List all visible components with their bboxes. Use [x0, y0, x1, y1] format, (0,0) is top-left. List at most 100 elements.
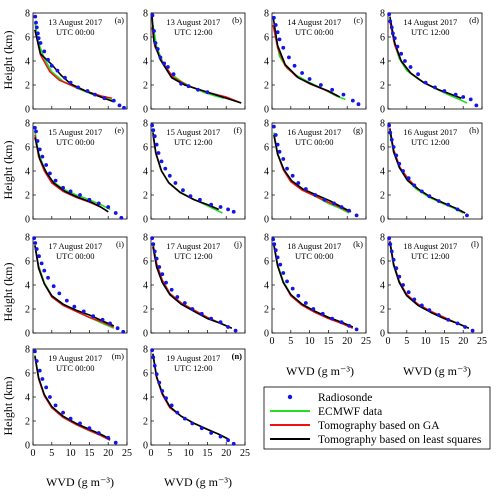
y-tick-label: 6: [25, 143, 30, 154]
radiosonde-point: [446, 202, 451, 207]
radiosonde-point: [416, 72, 420, 77]
x-tick-label: 15: [323, 336, 333, 347]
radiosonde-point: [87, 426, 92, 431]
x-tick-label: 20: [221, 448, 231, 459]
radiosonde-point: [231, 441, 236, 446]
panel-time: UTC 00:00: [56, 251, 95, 261]
radiosonde-point: [151, 355, 156, 360]
radiosonde-point: [40, 377, 45, 381]
radiosonde-point: [87, 197, 92, 202]
radiosonde-point: [179, 81, 183, 86]
radiosonde-point: [157, 380, 162, 385]
y-axis-label-row-4: Height (km): [1, 377, 15, 436]
radiosonde-point: [32, 125, 37, 130]
y-tick-label: 4: [25, 167, 30, 178]
series-line-lsq: [34, 29, 115, 103]
series-line-lsq: [152, 132, 220, 211]
y-tick-label: 4: [380, 167, 385, 178]
radiosonde-point: [37, 254, 41, 259]
radiosonde-point: [218, 434, 223, 439]
radiosonde-point: [91, 314, 96, 319]
radiosonde-point: [465, 213, 469, 218]
panel-time: UTC 00:00: [295, 137, 334, 147]
radiosonde-point: [339, 320, 344, 325]
y-axis-label-row-2: Height (km): [1, 141, 15, 200]
radiosonde-point: [152, 249, 157, 254]
y-tick-label: 8: [25, 119, 30, 130]
x-tick-label: 15: [84, 448, 94, 459]
y-tick-label: 4: [143, 167, 148, 178]
x-axis-label: WVD (g m⁻³): [403, 364, 471, 378]
series-line-lsq: [152, 246, 233, 329]
radiosonde-point: [188, 194, 193, 199]
radiosonde-point: [433, 85, 437, 90]
radiosonde-point: [39, 261, 44, 266]
y-tick-label: 0: [380, 105, 385, 116]
y-tick-label: 6: [380, 33, 385, 44]
radiosonde-point: [78, 193, 82, 197]
radiosonde-point: [275, 30, 280, 35]
y-tick-label: 2: [25, 81, 30, 92]
panel-frame: [150, 122, 246, 220]
x-axis-label: WVD (g m⁻³): [286, 364, 354, 378]
y-tick-label: 8: [264, 9, 269, 20]
panel-date: 15 August 2017: [48, 127, 102, 137]
panel-date: 14 August 2017: [287, 17, 341, 27]
y-tick-label: 6: [143, 33, 148, 44]
y-tick-label: 0: [25, 441, 30, 452]
y-tick-label: 2: [143, 81, 148, 92]
legend-label-radiosonde: Radiosonde: [318, 392, 372, 404]
radiosonde-point: [190, 307, 195, 311]
x-tick-label: 0: [149, 448, 154, 459]
y-tick-label: 4: [380, 57, 385, 68]
legend-entry-ga: Tomography based on GA: [270, 420, 440, 432]
radiosonde-point: [150, 13, 155, 18]
panel-letter: (m): [112, 351, 124, 361]
radiosonde-point: [34, 129, 38, 134]
radiosonde-point: [42, 268, 47, 273]
y-axis-label: Height (km): [1, 31, 15, 90]
radiosonde-point: [277, 149, 282, 154]
x-tick-label: 10: [305, 336, 315, 347]
radiosonde-point: [332, 201, 336, 206]
radiosonde-point: [113, 211, 118, 215]
y-tick-label: 2: [25, 191, 30, 202]
panel-frame: [150, 236, 246, 334]
radiosonde-point: [403, 59, 407, 63]
x-tick-label: 5: [288, 336, 293, 347]
radiosonde-point: [271, 237, 276, 242]
radiosonde-point: [155, 47, 160, 51]
radiosonde-point: [72, 304, 77, 309]
series-line-lsq: [34, 356, 111, 440]
radiosonde-point: [44, 385, 49, 390]
radiosonde-point: [303, 301, 308, 305]
radiosonde-point: [37, 147, 42, 152]
panel-date: 16 August 2017: [287, 127, 341, 137]
radiosonde-point: [290, 173, 295, 178]
radiosonde-point: [209, 202, 214, 207]
radiosonde-point: [157, 265, 162, 269]
x-tick-label: 25: [477, 336, 487, 347]
radiosonde-point: [311, 307, 316, 311]
radiosonde-point: [163, 166, 168, 171]
legend: Radiosonde ECMWF data Tomography based o…: [263, 386, 491, 450]
y-tick-label: 0: [380, 329, 385, 340]
radiosonde-point: [156, 151, 161, 155]
radiosonde-point: [281, 157, 286, 161]
panel-frame: [271, 12, 367, 110]
radiosonde-point: [271, 124, 276, 129]
radiosonde-point: [42, 49, 47, 54]
radiosonde-point: [85, 89, 90, 93]
radiosonde-point: [341, 92, 346, 97]
radiosonde-point: [106, 435, 111, 440]
panel-frame: [150, 348, 246, 446]
radiosonde-point: [113, 440, 118, 445]
